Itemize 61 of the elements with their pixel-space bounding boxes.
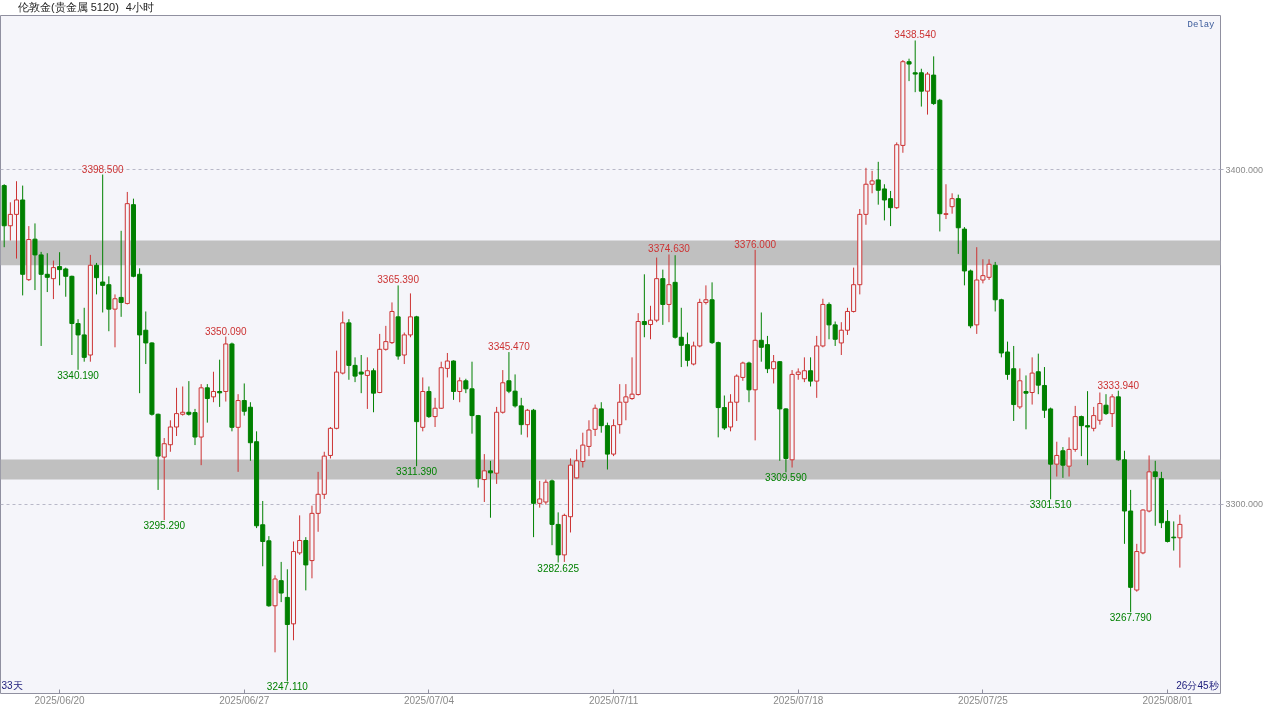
candlestick bbox=[1054, 441, 1060, 478]
x-tick-label: 2025/06/27 bbox=[219, 694, 270, 706]
candlestick bbox=[481, 453, 487, 503]
candlestick bbox=[1023, 374, 1029, 430]
y-tick-label: 3300.000 bbox=[1225, 499, 1264, 510]
annotation: 3365.390 bbox=[377, 274, 420, 286]
candlestick bbox=[524, 408, 530, 438]
annotation: 3345.470 bbox=[488, 341, 531, 353]
y-tick-label: 3400.000 bbox=[1225, 164, 1264, 175]
candlestick bbox=[1109, 393, 1115, 428]
candlestick bbox=[943, 183, 949, 220]
candlestick bbox=[949, 192, 955, 215]
candlestick bbox=[641, 273, 647, 338]
annotation: 3340.190 bbox=[57, 369, 100, 381]
text: Delay bbox=[1187, 19, 1216, 30]
annotation: 3295.290 bbox=[143, 520, 186, 532]
candlestick bbox=[924, 71, 931, 116]
candlestick bbox=[370, 367, 377, 413]
annotation: 26分45秒 bbox=[1176, 679, 1219, 691]
candlestick bbox=[118, 230, 124, 318]
annotation: 3333.940 bbox=[1097, 379, 1140, 391]
candlestick bbox=[1177, 514, 1183, 569]
candlestick bbox=[457, 376, 463, 403]
candlestick bbox=[50, 260, 56, 300]
candlestick bbox=[1152, 460, 1158, 527]
candlestick bbox=[487, 460, 493, 519]
annotation: 3247.110 bbox=[266, 681, 309, 693]
candlestick bbox=[278, 561, 284, 603]
candlestick bbox=[906, 58, 912, 82]
candlestick bbox=[771, 354, 777, 384]
annotation: 33天 bbox=[1, 679, 23, 691]
candlestick bbox=[592, 404, 598, 437]
annotation: 3376.000 bbox=[734, 238, 777, 250]
candlestick bbox=[93, 262, 100, 295]
candlestick bbox=[217, 359, 223, 408]
x-tick-label: 2025/07/18 bbox=[773, 694, 824, 706]
x-tick-label: 2025/07/04 bbox=[403, 694, 455, 706]
annotation: 3438.540 bbox=[894, 29, 937, 41]
candlestick bbox=[1103, 393, 1109, 416]
candlestick bbox=[364, 356, 370, 410]
chart-subtitle: 4小时 bbox=[125, 1, 154, 13]
annotation: 3374.630 bbox=[648, 243, 691, 255]
candlestick bbox=[1029, 356, 1035, 406]
x-tick-label: 2025/06/20 bbox=[34, 694, 86, 706]
candlestick bbox=[112, 293, 118, 348]
annotation: 3309.590 bbox=[765, 472, 808, 484]
annotation: 3267.790 bbox=[1109, 612, 1152, 624]
candlestick bbox=[1060, 446, 1066, 479]
annotation: 3350.090 bbox=[204, 325, 248, 337]
candlestick bbox=[204, 383, 210, 424]
annotation: 3282.625 bbox=[537, 562, 580, 574]
candlestick bbox=[666, 253, 672, 323]
candlestick bbox=[210, 371, 217, 403]
x-tick-label: 2025/07/25 bbox=[957, 694, 1009, 706]
x-tick-label: 2025/08/01 bbox=[1142, 694, 1194, 706]
chart-title: 伦敦金(贵金属 5120) bbox=[18, 1, 119, 13]
candlestick bbox=[808, 356, 814, 387]
annotation: 3398.500 bbox=[81, 163, 124, 175]
x-tick-label: 2025/07/11 bbox=[588, 694, 639, 706]
annotation: 3311.390 bbox=[396, 466, 438, 478]
annotation: 3301.510 bbox=[1029, 499, 1072, 511]
